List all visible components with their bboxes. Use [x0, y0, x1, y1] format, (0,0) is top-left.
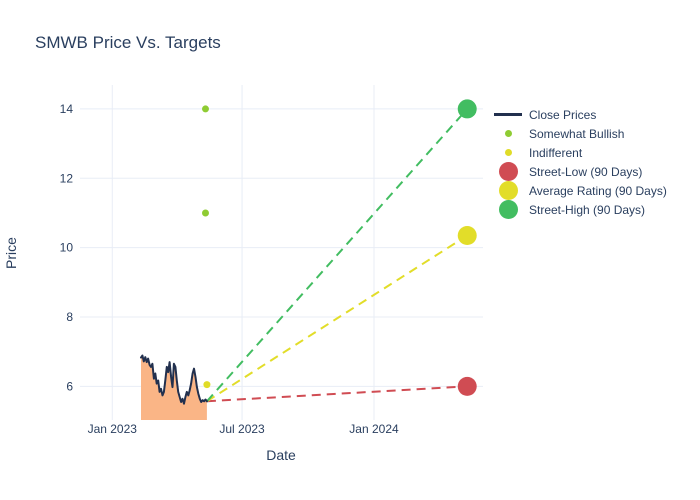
dot-swatch-icon: [492, 149, 524, 156]
y-tick-label: 8: [66, 310, 73, 324]
y-axis-title: Price: [3, 237, 19, 269]
target-line-street-high-90-days: [206, 108, 468, 402]
legend-item-street-low[interactable]: Street-Low (90 Days): [492, 162, 667, 181]
circle-swatch-icon: [492, 200, 524, 219]
rating-marker-somewhat-bullish[interactable]: [201, 105, 209, 113]
legend-item-average-rating[interactable]: Average Rating (90 Days): [492, 181, 667, 200]
rating-marker-indifferent[interactable]: [203, 381, 211, 389]
target-line-street-low-90-days: [206, 385, 468, 403]
target-marker-street-high-90-days[interactable]: [457, 99, 477, 119]
legend: Close Prices Somewhat Bullish Indifferen…: [492, 105, 667, 219]
y-tick-label: 14: [60, 102, 74, 116]
target-line-average-rating-90-days: [206, 234, 468, 403]
legend-item-somewhat-bullish[interactable]: Somewhat Bullish: [492, 124, 667, 143]
legend-item-street-high[interactable]: Street-High (90 Days): [492, 200, 667, 219]
y-tick-label: 6: [66, 379, 73, 393]
legend-label: Street-Low (90 Days): [529, 164, 643, 179]
y-tick-label: 12: [60, 171, 74, 185]
rating-marker-somewhat-bullish[interactable]: [201, 209, 209, 217]
dot-swatch-icon: [492, 130, 524, 137]
chart-title: SMWB Price Vs. Targets: [35, 33, 221, 52]
x-axis-title: Date: [266, 447, 296, 463]
legend-label: Average Rating (90 Days): [529, 183, 667, 198]
legend-label: Indifferent: [529, 145, 583, 160]
circle-swatch-icon: [492, 181, 524, 200]
close-prices-line[interactable]: [140, 354, 208, 405]
target-marker-street-low-90-days[interactable]: [457, 376, 477, 396]
close-prices-area: [141, 355, 207, 420]
x-tick-label: Jan 2023: [88, 422, 138, 436]
x-tick-label: Jul 2023: [219, 422, 265, 436]
legend-item-close-prices[interactable]: Close Prices: [492, 105, 667, 124]
legend-item-indifferent[interactable]: Indifferent: [492, 143, 667, 162]
x-tick-label: Jan 2024: [349, 422, 399, 436]
circle-swatch-icon: [492, 162, 524, 181]
legend-label: Somewhat Bullish: [529, 126, 625, 141]
legend-label: Street-High (90 Days): [529, 202, 646, 217]
legend-label: Close Prices: [529, 107, 597, 122]
y-tick-label: 10: [60, 241, 74, 255]
line-swatch-icon: [492, 113, 524, 116]
target-marker-average-rating-90-days[interactable]: [457, 226, 477, 246]
